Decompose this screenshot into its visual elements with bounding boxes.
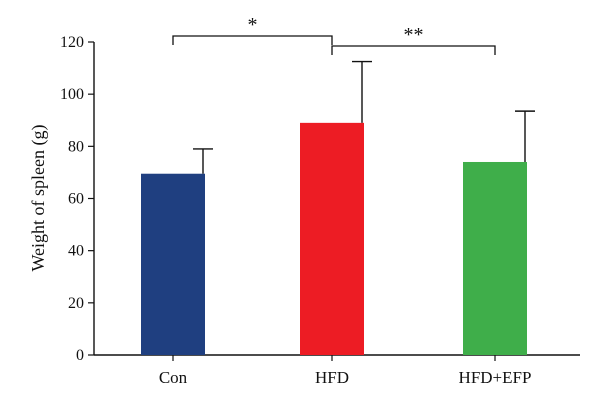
y-tick-label: 120 — [60, 34, 84, 51]
bars — [141, 122, 527, 355]
y-axis-title: Weight of spleen (g) — [28, 124, 49, 271]
y-tick-label: 80 — [68, 138, 84, 155]
x-tick-label: HFD+EFP — [459, 368, 532, 387]
error-bars — [193, 60, 535, 174]
axes: 0 20 40 60 80 100 120 Con HFD HFD+EFP — [60, 34, 580, 387]
x-tick-label: HFD — [315, 368, 349, 387]
significance-bracket — [172, 35, 333, 45]
bar — [141, 173, 205, 355]
significance-label: ** — [404, 24, 424, 46]
significance-label: * — [248, 14, 258, 36]
y-tick-label: 60 — [68, 191, 84, 208]
significance-brackets: * ** — [172, 14, 496, 55]
significance-bracket — [331, 45, 496, 55]
bar — [463, 161, 527, 355]
bar — [300, 122, 364, 355]
y-tick-label: 20 — [68, 295, 84, 312]
y-tick-label: 100 — [60, 86, 84, 103]
y-tick-label: 40 — [68, 243, 84, 260]
x-tick-label: Con — [159, 368, 188, 387]
y-tick-label: 0 — [76, 347, 84, 364]
